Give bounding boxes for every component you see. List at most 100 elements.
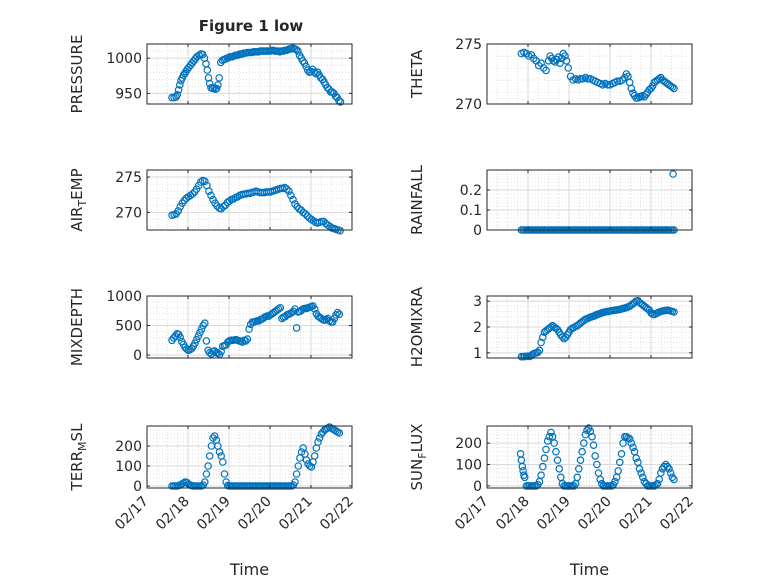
data-point bbox=[579, 439, 588, 447]
data-point bbox=[179, 479, 188, 487]
data-point bbox=[219, 202, 228, 211]
data-point bbox=[294, 462, 303, 470]
data-point bbox=[217, 347, 226, 356]
data-point bbox=[188, 190, 197, 198]
y-tick-label: 275 bbox=[115, 170, 142, 186]
data-point bbox=[627, 84, 636, 93]
data-point bbox=[173, 91, 182, 99]
y-tick-label: 1 bbox=[473, 346, 482, 362]
data-point bbox=[632, 454, 641, 462]
x-tick-label: 02/19 bbox=[534, 494, 574, 534]
x-tick-label: 02/22 bbox=[657, 494, 697, 534]
data-point bbox=[573, 473, 582, 482]
data-point bbox=[215, 448, 224, 456]
data-point bbox=[538, 333, 547, 342]
y-tick-label: 270 bbox=[455, 97, 482, 113]
data-point bbox=[668, 473, 677, 482]
y-axis-label: PRESSURE bbox=[68, 35, 86, 114]
data-point bbox=[301, 210, 310, 218]
data-point bbox=[207, 191, 215, 200]
data-point bbox=[336, 226, 344, 235]
y-tick-label: 0 bbox=[133, 348, 142, 364]
data-point bbox=[314, 438, 322, 446]
axes-rainfall: 0 0.1 0.2 RAINFALL bbox=[408, 164, 693, 239]
data-point bbox=[292, 324, 301, 332]
y-axis-label: RAINFALL bbox=[408, 164, 426, 235]
data-point bbox=[561, 52, 569, 60]
y-tick-label: 275 bbox=[455, 37, 482, 53]
data-point bbox=[300, 59, 309, 67]
y-tick-label: 0.1 bbox=[460, 203, 482, 219]
data-point bbox=[596, 475, 605, 484]
data-point bbox=[215, 74, 224, 82]
data-point bbox=[220, 470, 229, 478]
data-point bbox=[653, 479, 662, 488]
data-point bbox=[330, 314, 339, 323]
x-tick-label: 02/19 bbox=[194, 494, 234, 534]
data-point bbox=[663, 462, 672, 471]
data-point bbox=[529, 54, 538, 63]
axes-box bbox=[486, 169, 693, 231]
x-tick-label: 02/18 bbox=[493, 494, 533, 534]
data-point bbox=[542, 66, 550, 75]
data-point bbox=[555, 464, 564, 473]
data-point bbox=[669, 170, 677, 178]
axes-terr_msl: 0 100 200 TERRMSL 02/17 02/18 02/19 02/20 02/21 0… bbox=[68, 423, 357, 579]
axes-air_temp: 270 275 AIRTEMP bbox=[68, 168, 353, 235]
data-point bbox=[539, 64, 548, 72]
data-point bbox=[665, 464, 673, 473]
data-point bbox=[335, 310, 344, 319]
y-tick-label: 500 bbox=[115, 319, 142, 335]
data-point bbox=[583, 426, 591, 435]
data-point bbox=[191, 339, 199, 348]
data-point bbox=[323, 424, 332, 432]
data-point bbox=[201, 478, 209, 486]
data-point bbox=[292, 470, 301, 478]
data-point bbox=[302, 62, 310, 71]
y-tick-label: 200 bbox=[455, 436, 482, 452]
data-point bbox=[176, 333, 185, 342]
data-point bbox=[625, 434, 634, 443]
x-tick-label: 02/20 bbox=[575, 494, 615, 534]
axes-theta: 270 275 THETA bbox=[408, 37, 693, 113]
y-tick-label: 270 bbox=[115, 205, 142, 221]
data-point bbox=[584, 75, 592, 83]
data-point bbox=[618, 76, 627, 84]
data-point bbox=[638, 91, 647, 100]
data-point bbox=[576, 75, 585, 83]
figure-title: Figure 1 low bbox=[199, 17, 304, 35]
data-point bbox=[603, 81, 612, 89]
x-tick-label: 02/21 bbox=[616, 494, 656, 534]
data-point bbox=[194, 332, 203, 341]
data-point bbox=[638, 473, 647, 482]
data-point bbox=[518, 462, 527, 471]
data-point bbox=[310, 452, 319, 460]
data-point bbox=[214, 81, 222, 89]
data-point bbox=[614, 467, 623, 475]
data-point bbox=[302, 456, 311, 464]
y-axis-label: SUNFLUX bbox=[408, 424, 429, 491]
data-point bbox=[627, 439, 636, 447]
data-point bbox=[670, 308, 678, 316]
data-point bbox=[538, 462, 547, 471]
data-point bbox=[547, 428, 555, 437]
axes-box bbox=[146, 43, 353, 105]
axes-box bbox=[486, 425, 693, 489]
data-point bbox=[670, 84, 678, 93]
data-point bbox=[310, 305, 319, 313]
data-point bbox=[615, 458, 624, 467]
axes-mixdepth: 0 500 1000 MIXDEPTH bbox=[68, 288, 353, 366]
data-point bbox=[183, 345, 191, 353]
x-tick-label: 02/18 bbox=[153, 494, 193, 534]
data-point bbox=[542, 445, 550, 454]
data-point bbox=[552, 447, 560, 456]
data-point bbox=[174, 86, 183, 94]
data-point bbox=[629, 443, 637, 452]
x-tick-label: 02/21 bbox=[276, 494, 316, 534]
y-axis-label: TERRMSL bbox=[68, 423, 89, 492]
data-point bbox=[285, 187, 293, 196]
data-point bbox=[307, 463, 316, 471]
y-tick-label: 2 bbox=[473, 320, 482, 336]
data-point bbox=[576, 456, 585, 465]
data-point bbox=[199, 50, 207, 59]
